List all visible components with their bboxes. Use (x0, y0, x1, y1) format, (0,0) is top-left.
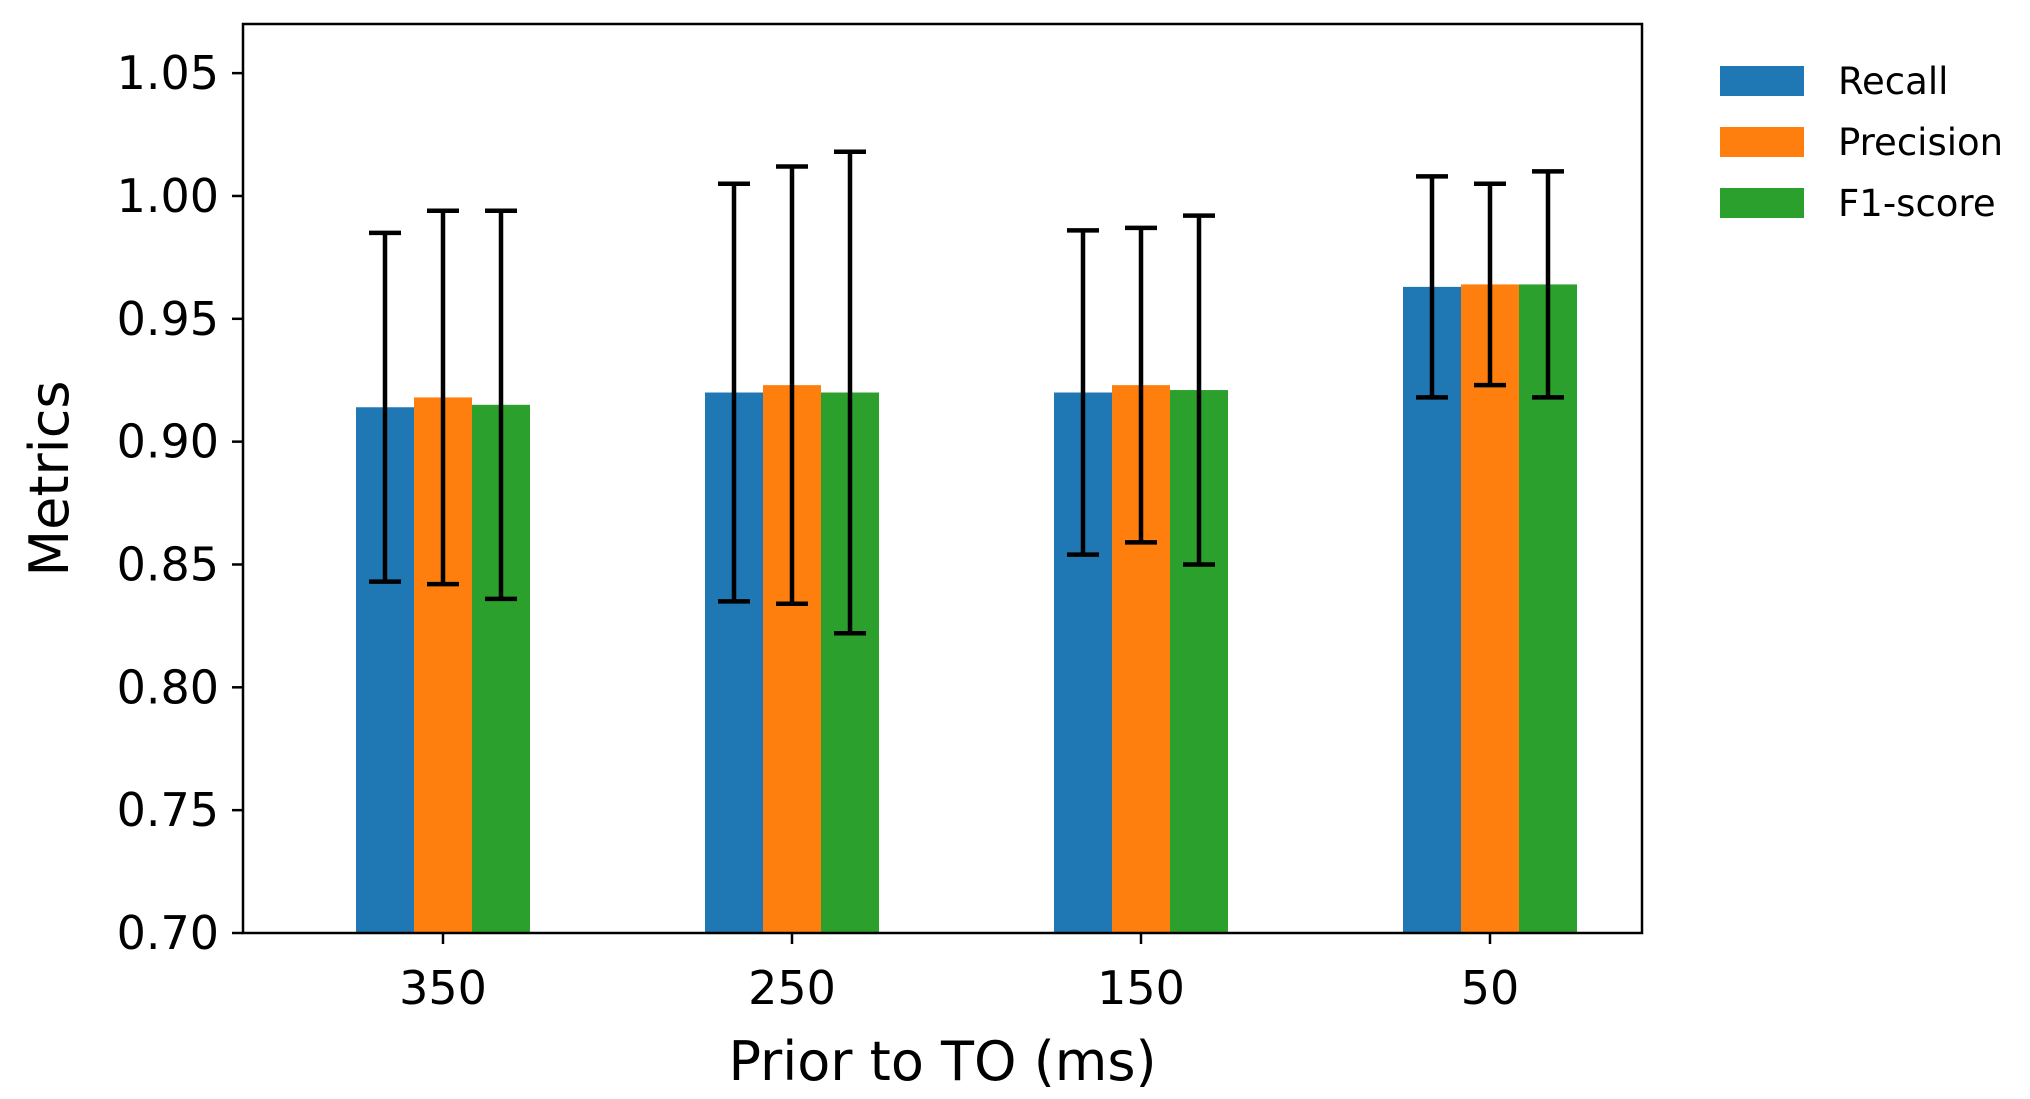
x-tick-label: 50 (1461, 961, 1520, 1015)
y-tick-label: 1.00 (117, 169, 219, 223)
y-tick-label: 0.85 (117, 537, 219, 591)
y-tick-label: 0.70 (117, 906, 219, 960)
axes-layer: 0.70 0.75 0.80 0.85 0.90 0.95 1.00 1.05 350 250 15… (18, 22, 1644, 1093)
y-tick-label: 0.75 (117, 783, 219, 837)
x-axis-label: Prior to TO (ms) (728, 1030, 1156, 1093)
y-axis-label: Metrics (18, 380, 81, 576)
bar-precision-50 (1461, 284, 1519, 933)
legend-swatch-f1-score (1720, 188, 1804, 218)
error-bars-layer (369, 149, 1564, 636)
legend-label-precision: Precision (1838, 121, 2003, 164)
plot-frame (241, 22, 1644, 935)
legend: Recall Precision F1-score (1720, 60, 2003, 225)
legend-swatch-recall (1720, 66, 1804, 96)
x-tick-label: 350 (399, 961, 487, 1015)
y-tick-label: 1.05 (117, 46, 219, 100)
x-tick-label: 150 (1097, 961, 1185, 1015)
y-tick-label: 0.95 (117, 292, 219, 346)
y-tick-label: 0.80 (117, 660, 219, 714)
legend-swatch-precision (1720, 127, 1804, 157)
x-tick-label: 250 (748, 961, 836, 1015)
legend-label-recall: Recall (1838, 60, 1948, 103)
legend-label-f1-score: F1-score (1838, 182, 1996, 225)
y-tick-label: 0.90 (117, 415, 219, 469)
bars-layer (356, 284, 1577, 934)
